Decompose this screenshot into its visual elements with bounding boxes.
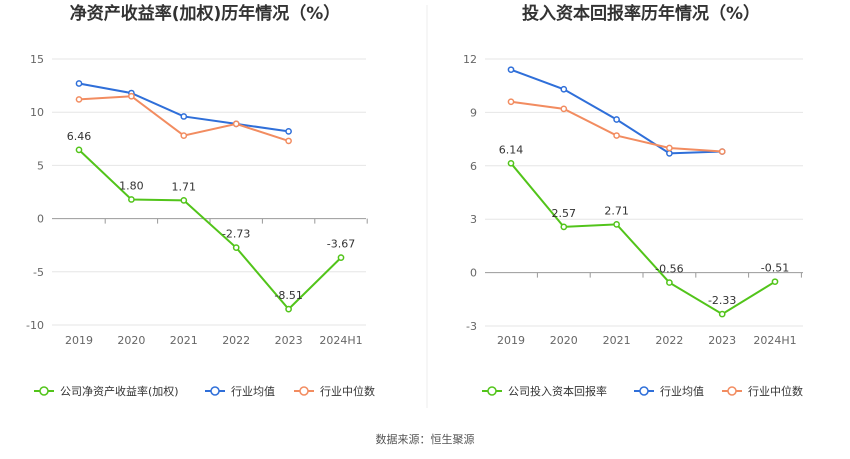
legend-swatch-marker [39, 386, 49, 396]
series-line-0 [510, 162, 776, 316]
data-label: -0.56 [655, 263, 683, 276]
legend-label: 行业中位数 [748, 384, 803, 398]
legend-swatch-marker [487, 386, 497, 396]
data-point [613, 221, 620, 228]
data-point [285, 305, 292, 313]
data-point [560, 105, 568, 113]
x-tick-label: 2022 [655, 334, 683, 347]
data-point [180, 113, 188, 120]
data-point [507, 66, 515, 74]
data-point [75, 80, 83, 87]
x-tick-label: 2024H1 [753, 334, 796, 347]
x-tick-label: 2022 [222, 334, 250, 347]
chart-roic: 投入资本回报率历年情况（%） 12 9 6 3 0 -3 2019 2020 2021 2022 20… [463, 3, 803, 398]
data-point [507, 98, 515, 106]
x-tick-label: 2019 [65, 334, 93, 347]
x-tick-label: 2024H1 [319, 334, 362, 347]
x-tick-label: 2020 [117, 334, 145, 347]
data-point [232, 120, 240, 128]
data-point [75, 146, 83, 154]
data-point [337, 254, 345, 261]
data-label: 1.80 [119, 179, 144, 192]
legend-swatch-marker [639, 386, 649, 396]
data-point [285, 137, 292, 145]
y-tick-label: 0 [37, 213, 44, 226]
y-tick-label: -3 [466, 320, 477, 333]
data-point [507, 159, 515, 167]
data-point [560, 85, 568, 93]
data-point [75, 96, 83, 103]
chart-title: 投入资本回报率历年情况（%） [522, 3, 760, 24]
data-label: -2.33 [708, 294, 736, 307]
data-label: 6.14 [499, 143, 524, 156]
data-label: 1.71 [172, 180, 197, 193]
data-label: -2.73 [222, 228, 250, 241]
y-tick-label: 12 [463, 53, 477, 66]
series-line-2 [510, 100, 723, 153]
data-point [613, 116, 620, 123]
x-tick-label: 2023 [708, 334, 736, 347]
data-point [666, 279, 673, 286]
source-note: 数据来源：恒生聚源 [376, 432, 475, 446]
series-line-1 [510, 68, 723, 155]
legend-swatch-marker [299, 386, 309, 396]
y-tick-label: 5 [37, 159, 44, 172]
y-tick-label: 6 [470, 160, 477, 173]
data-point [771, 278, 779, 286]
data-label: -8.51 [274, 289, 302, 302]
y-tick-label: 10 [30, 106, 44, 119]
y-tick-label: 15 [30, 53, 44, 66]
x-tick-label: 2021 [603, 334, 631, 347]
data-point [285, 128, 292, 135]
data-point [128, 92, 135, 100]
x-tick-label: 2020 [550, 334, 578, 347]
data-point [180, 197, 188, 204]
legend-label: 行业均值 [231, 385, 275, 398]
data-point [128, 196, 135, 203]
data-label: -0.51 [761, 262, 789, 275]
data-point [718, 148, 726, 155]
data-point [666, 149, 673, 157]
y-tick-label: -10 [26, 319, 44, 332]
data-point [180, 132, 188, 139]
y-tick-label: 3 [470, 213, 477, 226]
data-point [560, 223, 568, 231]
x-tick-label: 2021 [170, 334, 198, 347]
x-tick-label: 2023 [275, 334, 303, 347]
legend-swatch-marker [210, 386, 220, 396]
legend-label: 公司投入资本回报率 [508, 384, 607, 398]
x-tick-label: 2019 [497, 334, 525, 347]
y-tick-label: 0 [470, 267, 477, 280]
legend-label: 行业中位数 [320, 384, 375, 398]
data-label: 2.57 [552, 207, 577, 220]
data-label: -3.67 [327, 238, 355, 251]
legend-label: 行业均值 [660, 385, 704, 398]
y-tick-label: 9 [470, 106, 477, 119]
chart-title: 净资产收益率(加权)历年情况（%） [70, 3, 341, 24]
data-label: 2.71 [604, 204, 629, 217]
data-point [232, 244, 240, 251]
data-label: 6.46 [67, 130, 92, 143]
legend-swatch-marker [727, 386, 737, 396]
data-point [613, 132, 620, 139]
data-point [666, 144, 673, 152]
data-point [718, 310, 726, 318]
y-tick-label: -5 [33, 266, 44, 279]
legend-label: 公司净资产收益率(加权) [60, 384, 179, 398]
series-line-1 [78, 82, 289, 133]
series-line-0 [78, 149, 342, 311]
chart-roe: 净资产收益率(加权)历年情况（%） 15 10 5 0 -5 -10 2019 2020 2021… [26, 3, 375, 398]
